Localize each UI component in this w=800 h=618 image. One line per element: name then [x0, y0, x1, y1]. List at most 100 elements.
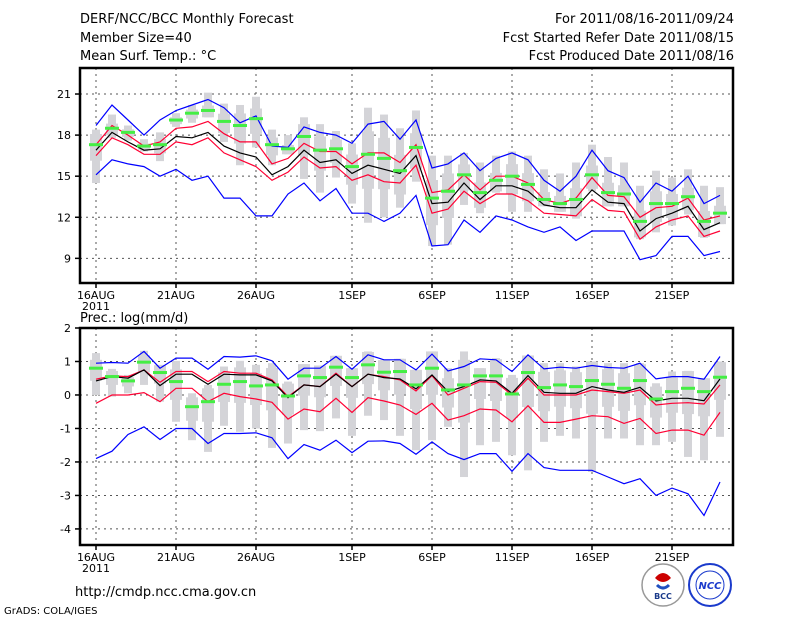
mean-marker: [601, 382, 615, 386]
mean-marker: [121, 379, 135, 383]
spread-box: [506, 377, 518, 419]
y-tick-label: -3: [60, 489, 71, 502]
mean-marker: [185, 111, 199, 115]
x-tick-label: 6SEP: [418, 289, 446, 302]
spread-box: [410, 133, 422, 169]
mean-marker: [441, 388, 455, 392]
mean-marker: [713, 375, 727, 379]
spread-box: [138, 355, 150, 373]
spread-box: [186, 397, 198, 421]
spread-bar: [588, 361, 596, 472]
spread-bar: [316, 365, 324, 432]
mean-marker: [681, 195, 695, 199]
mean-marker: [409, 145, 423, 149]
mean-marker: [313, 376, 327, 380]
median-line: [95, 369, 721, 402]
spread-bar: [540, 169, 548, 207]
x-tick-label: 26AUG: [237, 289, 275, 302]
spread-box: [90, 359, 102, 381]
mean-marker: [153, 371, 167, 375]
mean-marker: [265, 383, 279, 387]
spread-bar: [716, 187, 724, 225]
mean-marker: [649, 202, 663, 206]
mean-marker: [281, 394, 295, 398]
mean-marker: [361, 152, 375, 156]
temperature-chart: 9 12 15 18 21 16AUG 21AUG 26AUG 1SEP 6SEP 11SEP 16S…: [57, 66, 735, 313]
spread-bar: [524, 355, 532, 471]
y-tick-label: 2: [64, 322, 71, 335]
grads-credit: GrADS: COLA/IGES: [4, 606, 98, 617]
spread-box: [570, 372, 582, 409]
mean-marker: [665, 390, 679, 394]
mean-marker: [169, 380, 183, 384]
mean-marker: [297, 374, 311, 378]
mean-marker: [489, 374, 503, 378]
mean-marker: [329, 365, 343, 369]
x-tick-label: 21AUG: [157, 551, 195, 564]
mean-marker: [169, 118, 183, 122]
mean-marker: [617, 192, 631, 196]
spread-box: [234, 367, 246, 403]
mean-marker: [393, 169, 407, 173]
forecast-period: For 2011/08/16-2011/09/24: [555, 12, 734, 27]
mean-marker: [137, 144, 151, 148]
spread-box: [378, 137, 390, 190]
median-line: [95, 131, 721, 232]
ncc-logo-text: NCC: [698, 581, 722, 592]
x-tick-label: 21AUG: [157, 289, 195, 302]
bcc-logo: BCC: [641, 563, 685, 607]
x-tick-label: 26AUG: [237, 551, 275, 564]
mean-marker: [489, 178, 503, 182]
spread-bar: [428, 351, 436, 441]
mean-marker: [249, 117, 263, 121]
spread-box: [426, 351, 438, 395]
plot-frame: [78, 326, 735, 547]
y-tick-label: 12: [57, 211, 71, 224]
spread-box: [634, 210, 646, 238]
x-tick-label: 16AUG: [77, 551, 115, 564]
y-tick-label: 18: [57, 129, 71, 142]
spread-box: [554, 370, 566, 407]
mean-marker: [457, 383, 471, 387]
spread-bar: [620, 162, 628, 207]
y-tick-label: 21: [57, 88, 71, 101]
spread-box: [394, 358, 406, 395]
mean-marker: [345, 376, 359, 380]
spread-box: [458, 164, 470, 191]
y-tick-label: -4: [60, 523, 71, 536]
mean-marker: [633, 219, 647, 223]
spread-bar: [348, 368, 356, 436]
source-url[interactable]: http://cmdp.ncc.cma.gov.cn: [75, 585, 256, 600]
x-tick-label: 16SEP: [575, 289, 610, 302]
spread-box: [650, 191, 662, 223]
mean-marker: [297, 134, 311, 138]
mean-marker: [105, 126, 119, 130]
spread-bar: [284, 135, 292, 155]
x-tick-label: 6SEP: [418, 551, 446, 564]
x-tick-label: 16AUG: [77, 289, 115, 302]
mean-marker: [425, 366, 439, 370]
spread-box: [90, 134, 102, 161]
spread-box: [250, 373, 262, 406]
spread-bar: [396, 358, 404, 436]
spread-box: [218, 113, 230, 133]
spread-box: [394, 154, 406, 195]
x-tick-label: 1SEP: [338, 289, 366, 302]
mean-marker: [233, 380, 247, 384]
precipitation-chart: -4 -3 -2 -1 0 1 2 16AUG 21AUG 26AUG 1SEP 6SEP 11SEP 1…: [60, 322, 735, 575]
mean-marker: [569, 385, 583, 389]
member-size: Member Size=40: [80, 31, 192, 46]
spread-box: [698, 210, 710, 237]
spread-box: [362, 131, 374, 189]
year-label: 2011: [82, 300, 110, 313]
spread-box: [298, 124, 310, 155]
mean-marker: [393, 370, 407, 374]
spread-box: [570, 188, 582, 217]
spread-bar: [700, 378, 708, 461]
mean-marker: [441, 189, 455, 193]
x-tick-label: 16SEP: [575, 551, 610, 564]
spread-box: [522, 355, 534, 407]
mean-marker: [473, 191, 487, 195]
spread-box: [314, 365, 326, 398]
